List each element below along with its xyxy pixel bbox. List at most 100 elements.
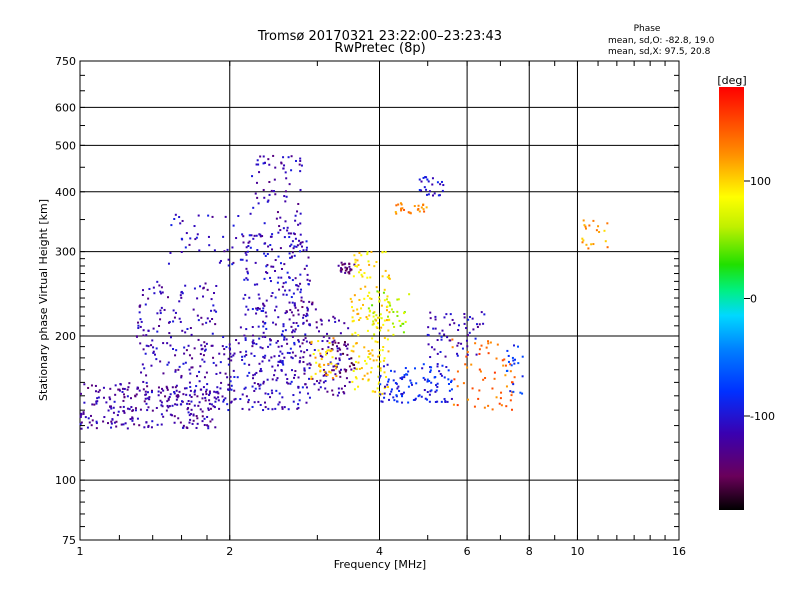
data-point xyxy=(264,406,267,409)
data-point xyxy=(335,365,338,368)
data-point xyxy=(267,345,270,348)
data-point xyxy=(213,309,216,312)
data-point xyxy=(288,318,291,321)
data-point xyxy=(141,363,144,366)
data-point xyxy=(193,404,196,407)
data-point xyxy=(173,218,176,221)
data-point xyxy=(297,285,300,288)
data-point xyxy=(509,370,512,373)
data-point xyxy=(89,414,92,417)
y-tick-label: 400 xyxy=(55,186,76,199)
data-point xyxy=(246,270,249,273)
data-point xyxy=(367,350,370,353)
data-point xyxy=(478,389,481,392)
data-point xyxy=(429,370,432,373)
data-point xyxy=(501,359,504,362)
data-point xyxy=(265,327,268,330)
data-point xyxy=(138,389,141,392)
data-point xyxy=(292,329,295,332)
data-point xyxy=(406,373,409,376)
data-point xyxy=(512,359,515,362)
data-point xyxy=(207,235,210,238)
data-point xyxy=(379,329,382,332)
data-point xyxy=(179,222,182,225)
data-point xyxy=(222,235,225,238)
data-point xyxy=(237,342,240,345)
data-point xyxy=(123,396,126,399)
data-point xyxy=(322,368,325,371)
data-point xyxy=(423,389,426,392)
data-point xyxy=(286,229,289,232)
data-point xyxy=(357,264,360,267)
data-point xyxy=(93,403,96,406)
data-point xyxy=(335,364,338,367)
data-point xyxy=(319,318,322,321)
data-point xyxy=(327,346,330,349)
data-point xyxy=(255,343,258,346)
data-point xyxy=(255,181,258,184)
data-point xyxy=(123,411,126,414)
data-point xyxy=(201,323,204,326)
data-point xyxy=(163,308,166,311)
data-point xyxy=(299,157,302,160)
data-point xyxy=(395,212,398,215)
data-point xyxy=(290,243,293,246)
data-point xyxy=(256,159,259,162)
data-point xyxy=(358,251,361,254)
data-point xyxy=(197,319,200,322)
data-point xyxy=(262,331,265,334)
data-point xyxy=(392,310,395,313)
data-point xyxy=(317,349,320,352)
data-point xyxy=(366,253,369,256)
data-point xyxy=(189,372,192,375)
data-point xyxy=(350,268,353,271)
data-point xyxy=(242,297,245,300)
data-point xyxy=(266,200,269,203)
data-point xyxy=(261,235,264,238)
data-point xyxy=(201,393,204,396)
data-point xyxy=(332,315,335,318)
data-point xyxy=(318,363,321,366)
data-point xyxy=(482,378,485,381)
data-point xyxy=(358,355,361,358)
data-point xyxy=(188,414,191,417)
data-point xyxy=(212,304,215,307)
data-point xyxy=(376,341,379,344)
data-point xyxy=(248,363,251,366)
data-point xyxy=(397,203,400,206)
data-point xyxy=(478,368,481,371)
data-point xyxy=(294,159,297,162)
data-point xyxy=(142,380,145,383)
data-point xyxy=(414,397,417,400)
data-point xyxy=(435,389,438,392)
data-point xyxy=(138,311,141,314)
data-point xyxy=(401,395,404,398)
data-point xyxy=(248,371,251,374)
data-point xyxy=(203,341,206,344)
data-point xyxy=(198,370,201,373)
data-point xyxy=(279,360,282,363)
data-point xyxy=(352,309,355,312)
data-point xyxy=(221,345,224,348)
data-point xyxy=(239,351,242,354)
data-point xyxy=(204,282,207,285)
data-point xyxy=(177,395,180,398)
data-point xyxy=(295,245,298,248)
data-point xyxy=(478,352,481,355)
data-point xyxy=(374,318,377,321)
data-point xyxy=(195,236,198,239)
x-tick-label: 10 xyxy=(570,545,584,558)
data-point xyxy=(134,394,137,397)
data-point xyxy=(245,305,248,308)
data-point xyxy=(224,215,227,218)
data-point xyxy=(257,400,260,403)
data-point xyxy=(588,224,591,227)
data-point xyxy=(347,271,350,274)
data-point xyxy=(441,189,444,192)
data-point xyxy=(320,358,323,361)
data-point xyxy=(180,403,183,406)
data-point xyxy=(346,343,349,346)
data-point xyxy=(143,367,146,370)
data-point xyxy=(376,290,379,293)
data-point xyxy=(167,406,170,409)
